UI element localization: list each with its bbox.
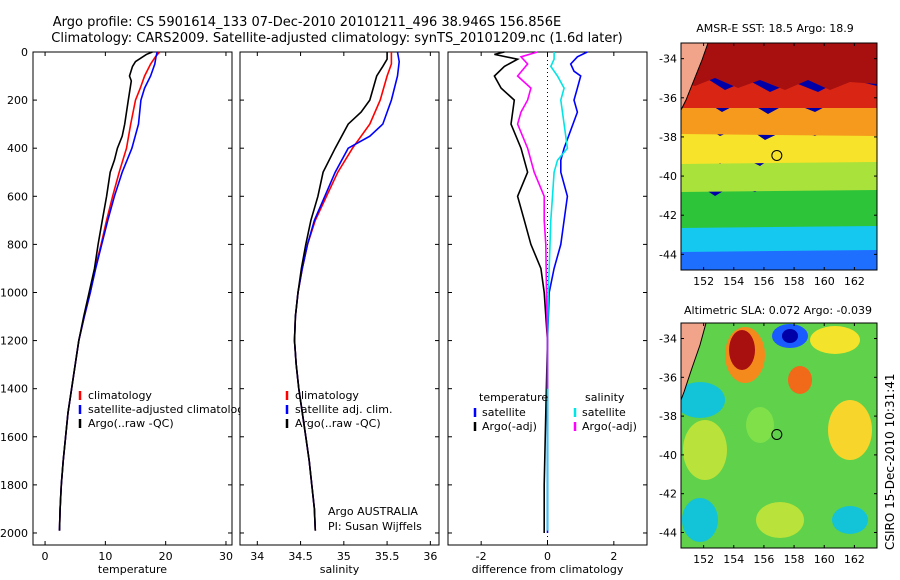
sla-blob — [828, 400, 872, 460]
sst-band-red — [681, 76, 877, 108]
source-annotation: Argo AUSTRALIA — [328, 505, 418, 518]
y-tick-label: 1000 — [0, 286, 28, 299]
map-y-tick-label: -40 — [659, 170, 677, 183]
y-tick-label: 400 — [7, 142, 28, 155]
map-x-tick-label: 162 — [844, 553, 865, 566]
legend-label: Argo(-adj) — [582, 420, 637, 433]
x-tick-label: 0 — [544, 550, 551, 563]
figure-title-line2: Climatology: CARS2009. Satellite-adjuste… — [51, 31, 623, 46]
sla-blob — [810, 326, 860, 354]
salinity-x-axis-label: salinity — [320, 563, 360, 576]
sst-coastline — [681, 43, 709, 111]
map-x-tick-label: 160 — [814, 275, 835, 288]
map-y-tick-label: -44 — [659, 526, 677, 539]
source-annotation: PI: Susan Wijffels — [328, 520, 422, 533]
y-tick-label: 800 — [7, 238, 28, 251]
map-y-tick-label: -40 — [659, 449, 677, 462]
sst-land — [681, 43, 708, 110]
sla-blob — [756, 502, 804, 538]
map-y-tick-label: -42 — [659, 488, 677, 501]
y-tick-label: 1600 — [0, 431, 28, 444]
map-x-tick-label: 158 — [784, 553, 805, 566]
series-line-difference-3 — [516, 51, 549, 389]
x-tick-label: 36 — [423, 550, 437, 563]
sst-map-title: AMSR-E SST: 18.5 Argo: 18.9 — [696, 22, 854, 35]
argo-float-marker — [771, 149, 783, 161]
map-y-tick-label: -34 — [659, 333, 677, 346]
map-x-tick-label: 152 — [693, 553, 714, 566]
x-tick-label: 35.5 — [375, 550, 400, 563]
side-label: CSIRO 15-Dec-2010 10:31:41 — [883, 373, 897, 550]
legend-label: Argo(..raw -QC) — [88, 417, 174, 430]
y-tick-label: 600 — [7, 190, 28, 203]
series-line-difference-2 — [546, 52, 569, 531]
x-tick-label: -2 — [476, 550, 487, 563]
legend-label: satellite — [582, 406, 626, 419]
map-y-tick-label: -38 — [659, 131, 677, 144]
legend-label: satellite — [482, 406, 526, 419]
x-tick-label: 34 — [250, 550, 264, 563]
salinity-plot-frame — [239, 51, 440, 546]
map-x-tick-label: 160 — [814, 553, 835, 566]
legend-label: Argo(..raw -QC) — [295, 417, 381, 430]
sla-blob — [729, 330, 755, 370]
difference-x-axis-label: difference from climatology — [472, 563, 624, 576]
map-y-tick-label: -36 — [659, 371, 677, 384]
y-tick-label: 200 — [7, 94, 28, 107]
argo-float-marker — [771, 428, 783, 440]
map-x-tick-label: 156 — [753, 275, 774, 288]
x-tick-label: 30 — [219, 550, 233, 563]
y-tick-label: 1400 — [0, 383, 28, 396]
sla-map: Altimetric SLA: 0.072 Argo: -0.039 -34 -3… — [659, 304, 878, 566]
series-line-salinity-2 — [293, 52, 388, 531]
x-tick-label: 34.5 — [288, 550, 313, 563]
map-x-tick-label: 158 — [784, 275, 805, 288]
map-y-tick-label: -44 — [659, 248, 677, 261]
legend-heading: temperature — [479, 391, 548, 404]
sst-band-darkred — [681, 43, 877, 90]
map-y-tick-label: -34 — [659, 53, 677, 66]
sla-blob — [788, 366, 812, 394]
sla-blob — [832, 506, 868, 534]
map-y-tick-label: -36 — [659, 92, 677, 105]
series-line-temperature-2 — [58, 51, 153, 531]
map-x-tick-label: 156 — [753, 553, 774, 566]
x-tick-label: 10 — [98, 550, 112, 563]
map-x-tick-label: 162 — [844, 275, 865, 288]
map-x-tick-label: 152 — [693, 275, 714, 288]
map-x-tick-label: 154 — [723, 553, 744, 566]
x-tick-label: 0 — [42, 550, 49, 563]
temperature-plot-frame — [32, 51, 233, 546]
sst-map: AMSR-E SST: 18.5 Argo: 18.9 -34 -36 -38 -40… — [659, 22, 878, 288]
map-y-tick-label: -42 — [659, 209, 677, 222]
legend-label: satellite-adjusted climatology — [88, 403, 251, 416]
temperature-panel: 0 200 400 600 800 1000 1200 1400 1600 1800 2000 0 10… — [0, 46, 251, 576]
legend-label: climatology — [88, 389, 152, 402]
sla-blob — [682, 498, 718, 542]
map-y-tick-label: -38 — [659, 410, 677, 423]
y-tick-label: 1200 — [0, 335, 28, 348]
figure-title-line1: Argo profile: CS 5901614_133 07-Dec-2010… — [53, 15, 561, 30]
sla-blob — [746, 407, 774, 443]
legend-label: satellite adj. clim. — [295, 403, 392, 416]
salinity-panel: 34 34.5 35 35.5 36 salinity climatologysatelli… — [239, 51, 440, 576]
y-tick-label: 1800 — [0, 479, 28, 492]
map-x-tick-label: 154 — [723, 275, 744, 288]
x-tick-label: 20 — [159, 550, 173, 563]
sla-blob — [782, 329, 798, 343]
sla-blob — [681, 382, 725, 418]
x-tick-label: 2 — [610, 550, 617, 563]
sla-coastline — [681, 323, 707, 401]
temperature-x-axis-label: temperature — [98, 563, 167, 576]
legend-label: climatology — [295, 389, 359, 402]
x-tick-label: 35 — [337, 550, 351, 563]
sla-map-title: Altimetric SLA: 0.072 Argo: -0.039 — [684, 304, 872, 317]
sla-blob — [683, 420, 727, 480]
y-tick-label: 0 — [21, 46, 28, 59]
legend-heading: salinity — [585, 391, 625, 404]
legend-label: Argo(-adj) — [482, 420, 537, 433]
y-tick-label: 2000 — [0, 527, 28, 540]
